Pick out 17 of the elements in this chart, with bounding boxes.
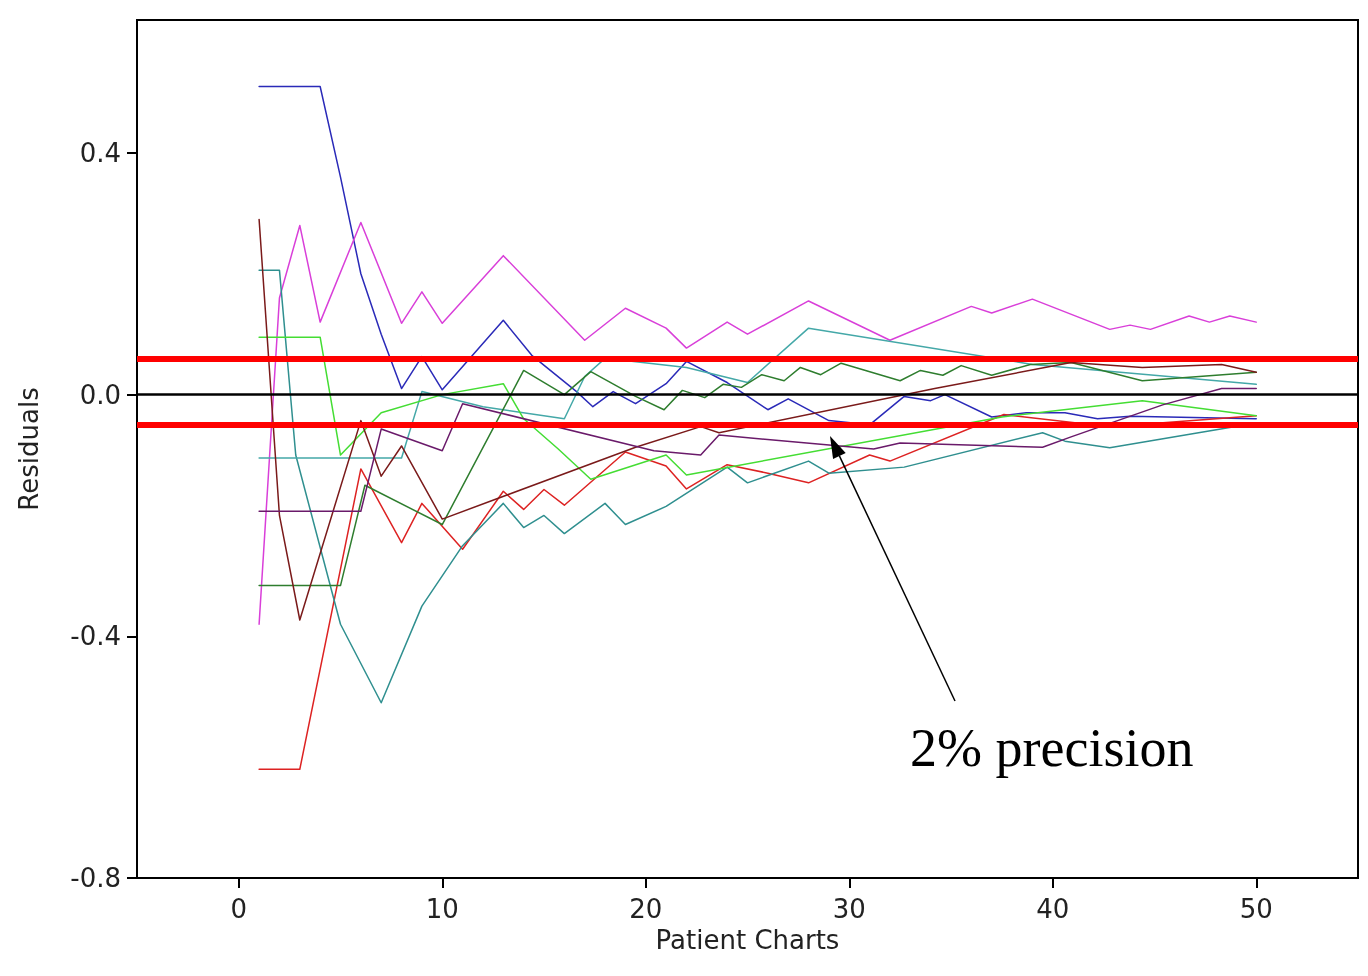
x-tick-label: 40 bbox=[1036, 894, 1070, 924]
y-axis-title: Residuals bbox=[14, 387, 44, 511]
line-series bbox=[258, 387, 1257, 512]
x-tick-label: 0 bbox=[230, 894, 248, 924]
x-axis-title: Patient Charts bbox=[655, 924, 840, 955]
line-series bbox=[258, 336, 1257, 480]
x-tick-label: 20 bbox=[629, 894, 663, 924]
y-tick-label: -0.8 bbox=[70, 863, 121, 893]
annotation: 2% precision bbox=[910, 718, 1194, 778]
line-series bbox=[258, 327, 1257, 459]
y-tick-label: 0.0 bbox=[79, 379, 121, 410]
y-tick-label: 0.4 bbox=[79, 137, 121, 168]
x-tick-label: 10 bbox=[425, 894, 459, 924]
x-tick-label: 50 bbox=[1239, 894, 1273, 924]
line-series bbox=[258, 361, 1257, 587]
x-tick-label: 30 bbox=[832, 894, 866, 924]
y-tick-label: -0.4 bbox=[70, 621, 121, 652]
